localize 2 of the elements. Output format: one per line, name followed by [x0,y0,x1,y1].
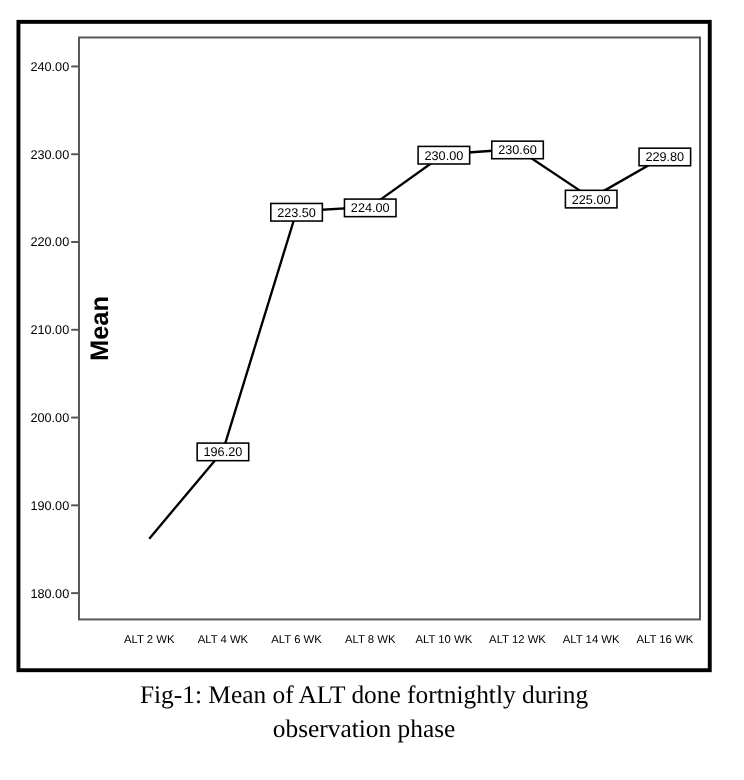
text: Fig-1: Mean of ALT done fortnightly during observation phase [139,681,590,743]
y-axis-title: Mean [86,296,115,361]
